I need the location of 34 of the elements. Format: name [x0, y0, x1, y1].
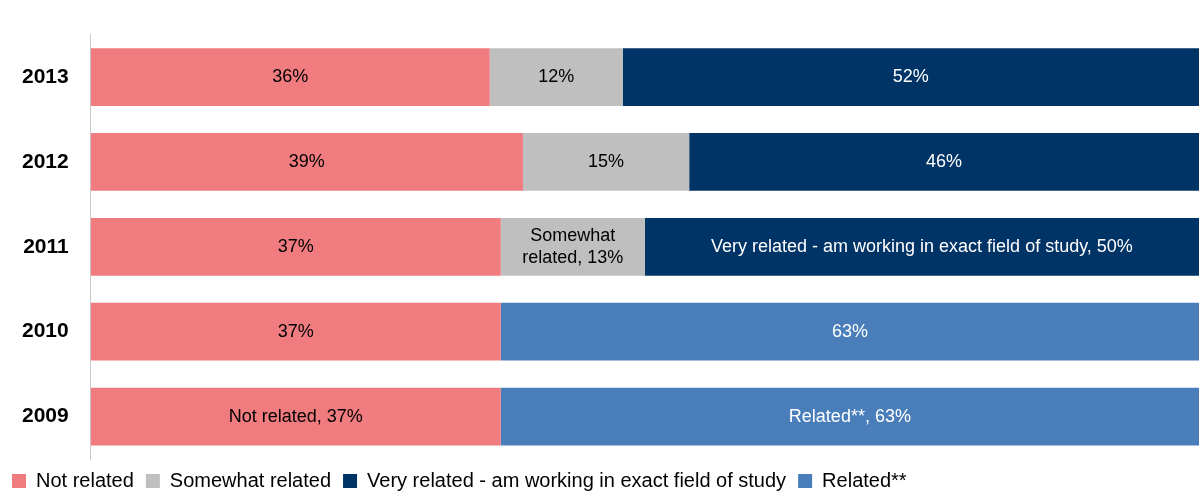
data-label: Somewhat related, 13% [522, 224, 624, 267]
y-tick-label: 2010 [22, 318, 69, 342]
data-label: Very related - am working in exact field of study, 50% [710, 235, 1133, 256]
data-label: 52% [892, 66, 929, 87]
y-tick-label: 2013 [22, 63, 69, 87]
bar [500, 302, 1199, 361]
legend-label: Somewhat related [169, 468, 332, 491]
bar [522, 133, 690, 191]
data-label: Related**, 63% [788, 405, 911, 426]
data-label: Not related, 37% [228, 405, 363, 426]
bar [622, 48, 1199, 106]
data-label: 37% [277, 320, 314, 341]
bar [90, 48, 490, 106]
bar [689, 133, 1199, 191]
data-label: 46% [926, 150, 963, 171]
bar [90, 302, 501, 361]
bar [489, 48, 623, 106]
bar [90, 133, 523, 191]
data-label: 63% [831, 320, 868, 341]
data-label: 15% [588, 150, 625, 171]
legend-label: Related** [822, 468, 907, 491]
legend-label: Very related - am working in exact field of study [367, 468, 787, 491]
bar [90, 387, 501, 446]
y-tick-label: 2011 [23, 233, 70, 257]
bar [90, 217, 501, 276]
legend-label: Not related [36, 468, 134, 491]
bar [644, 217, 1199, 276]
y-tick-label: 2012 [22, 148, 69, 172]
bar [500, 387, 1199, 446]
data-label: 39% [288, 150, 325, 171]
data-label: 37% [277, 235, 314, 256]
data-label: 36% [272, 66, 309, 87]
data-label: 12% [538, 66, 575, 87]
y-tick-label: 2009 [22, 403, 69, 427]
